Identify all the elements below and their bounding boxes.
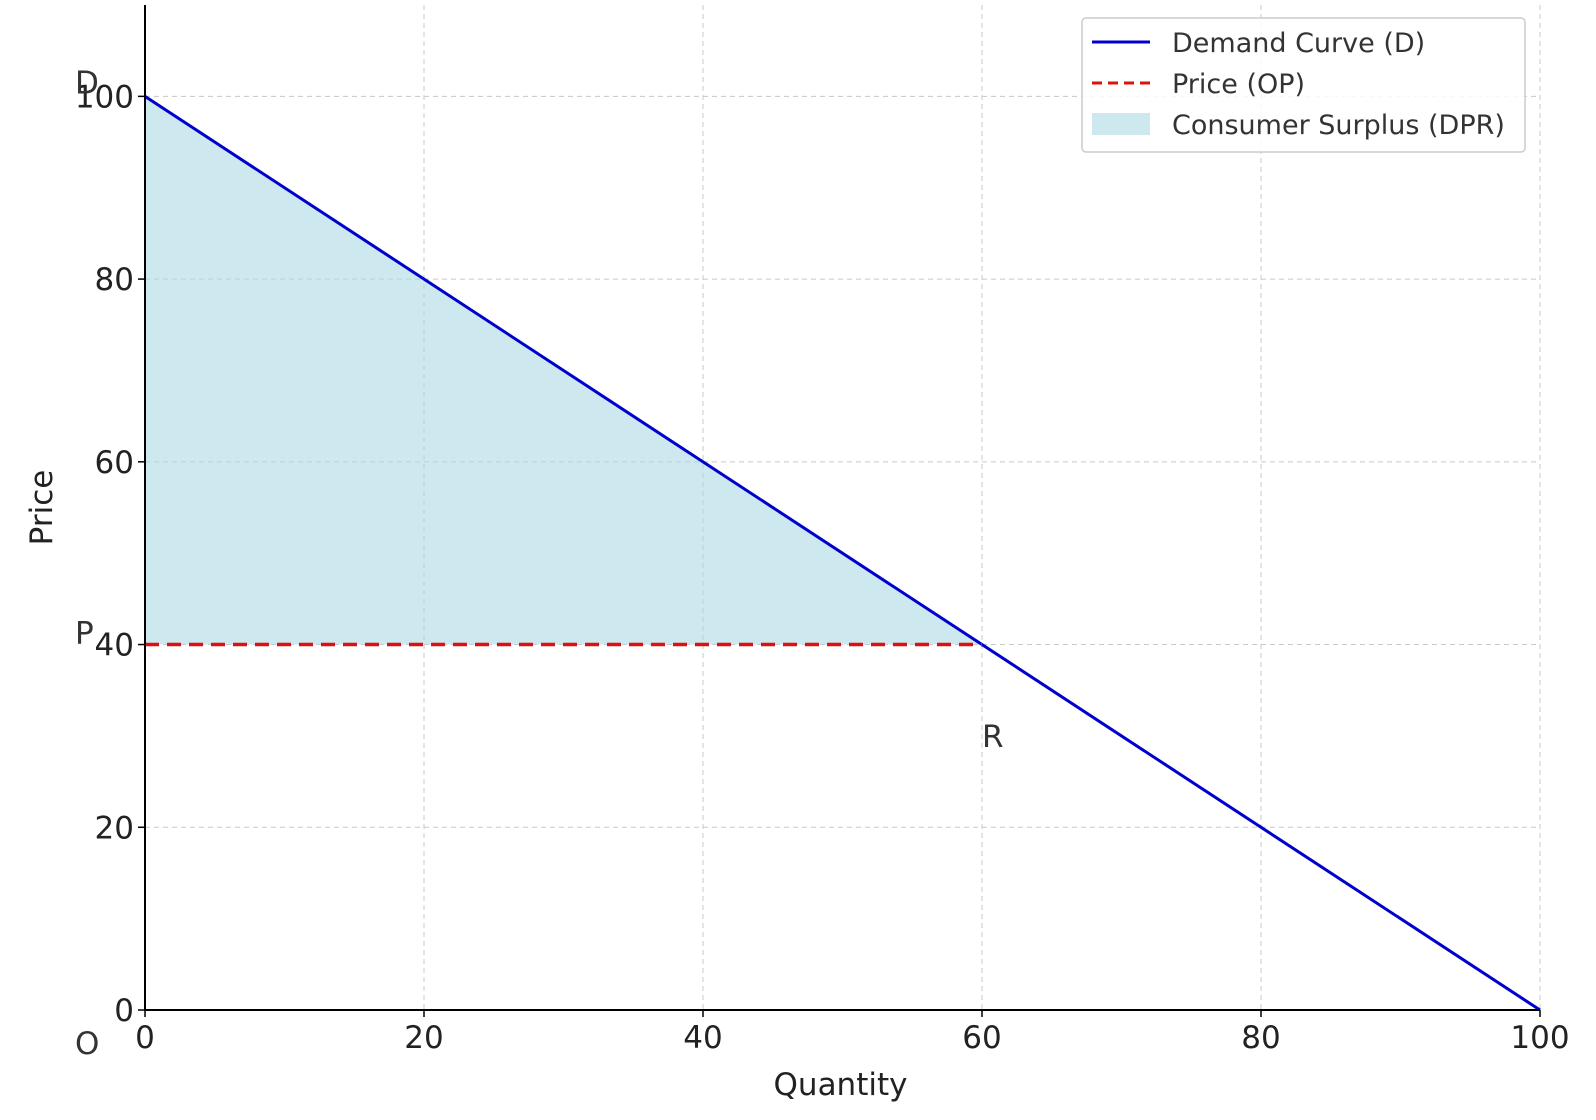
legend-label-0: Demand Curve (D)	[1172, 28, 1425, 59]
y-tick-label-5: 100	[75, 79, 134, 115]
y-tick-label-4: 80	[95, 262, 134, 298]
x-axis-label: Quantity	[774, 1067, 908, 1103]
y-tick-label-1: 20	[95, 810, 134, 846]
y-axis-label: Price	[24, 470, 60, 546]
x-tick-label-2: 40	[683, 1020, 722, 1056]
y-tick-label-3: 60	[95, 445, 134, 481]
legend-label-1: Price (OP)	[1172, 69, 1305, 100]
x-tick-label-4: 80	[1241, 1020, 1280, 1056]
x-tick-label-5: 100	[1510, 1020, 1569, 1056]
x-tick-label-1: 20	[404, 1020, 443, 1056]
y-tick-label-0: 0	[114, 993, 134, 1029]
legend-label-2: Consumer Surplus (DPR)	[1172, 110, 1505, 141]
annotation-r: R	[982, 719, 1004, 755]
annotation-d: D	[75, 65, 99, 101]
legend-swatch-surplus	[1092, 113, 1150, 135]
annotation-p: P	[75, 616, 94, 652]
x-tick-label-3: 60	[962, 1020, 1001, 1056]
x-tick-label-0: 0	[135, 1020, 155, 1056]
demand-curve-line	[144, 95, 1541, 1012]
legend-box	[1081, 17, 1526, 153]
y-tick-label-2: 40	[95, 628, 134, 664]
annotation-o: O	[75, 1026, 99, 1062]
